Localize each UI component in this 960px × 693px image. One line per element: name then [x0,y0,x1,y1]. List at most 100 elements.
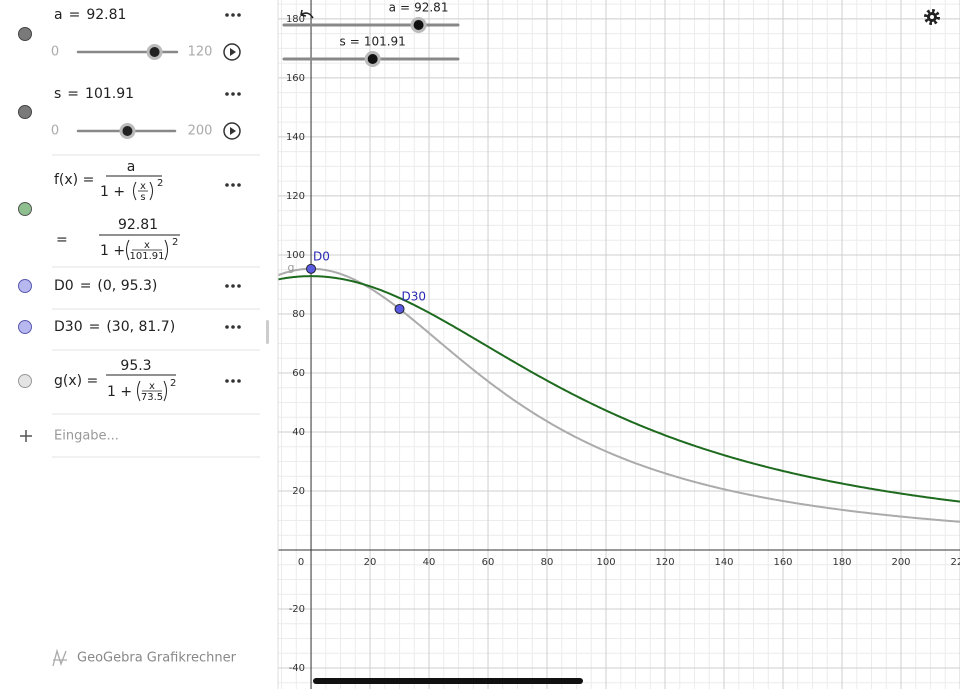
y-tick-label: -40 [289,663,305,674]
equals-sign: = [69,7,81,23]
x-tick-label: 60 [482,557,495,568]
inner-numerator: x [149,381,155,392]
more-menu-dot[interactable] [237,183,241,187]
slider-max: 200 [188,124,213,139]
slider-knob[interactable] [122,126,133,136]
numerator: a [127,159,136,175]
parentheses [137,380,167,402]
graph-slider-name: s [339,35,345,49]
y-tick-label: 80 [292,309,305,320]
graph-slider-knob[interactable] [413,20,424,30]
denominator-text: 1 + [107,384,132,400]
more-menu-dot[interactable] [231,183,235,187]
visibility-toggle[interactable] [18,320,32,334]
more-menu-dot[interactable] [237,284,241,288]
more-menu-dot[interactable] [225,13,229,17]
home-indicator [313,678,583,684]
inner-denominator: 73.5 [141,392,163,403]
point-coords: (30, 81.7) [106,319,175,335]
parentheses [126,239,168,261]
x-tick-label: 180 [832,557,851,568]
undo-button[interactable] [300,9,314,19]
equals-sign: = [67,86,79,102]
x-tick-label: 40 [423,557,436,568]
slider-knob[interactable] [149,47,160,57]
resize-handle[interactable] [266,320,269,344]
equals-sign: = [89,319,101,335]
function-f-curve [278,275,960,503]
settings-gear[interactable] [924,9,940,25]
more-menu-dot[interactable] [225,92,229,96]
more-menu-dot[interactable] [225,284,229,288]
numerator: 95.3 [120,358,151,374]
y-tick-label: -20 [289,604,305,615]
visibility-toggle[interactable] [18,279,32,293]
more-menu-dot[interactable] [231,13,235,17]
more-menu-dot[interactable] [225,183,229,187]
x-tick-label: 200 [891,557,910,568]
x-tick-label: 100 [596,557,615,568]
y-tick-label: 180 [286,14,305,25]
slider-value: 101.91 [85,86,134,102]
point[interactable] [306,263,317,274]
add-icon[interactable] [20,430,32,442]
slider-name: a [54,7,63,23]
visibility-toggle[interactable] [18,202,32,216]
point[interactable] [394,303,405,314]
visibility-toggle[interactable] [18,105,32,119]
settings-gear-hole [930,15,934,19]
slider-max: 120 [188,45,213,60]
point-label: D0 [313,249,330,263]
graph-slider-value: 101.91 [364,35,406,49]
more-menu-dot[interactable] [237,325,241,329]
y-tick-label: 60 [292,368,305,379]
point-name: D30 [54,319,83,335]
more-menu-dot[interactable] [231,284,235,288]
inner-denominator: 101.91 [130,251,165,262]
denominator-text: 1 + [100,243,125,259]
y-tick-label: 120 [286,191,305,202]
algebra-view: f(x) = a 1 + x s 2 = 92.81 1 + x 101.91 … [18,154,260,667]
x-tick-label: 220 [950,557,960,568]
more-menu-dot[interactable] [225,325,229,329]
equals-sign: = [400,1,410,15]
y-tick-label: 40 [292,427,305,438]
graph-slider-name: a [389,1,396,15]
x-tick-label: 140 [714,557,733,568]
exponent: 2 [170,378,176,389]
function-lhs: g(x) = [54,373,98,389]
more-menu-dot[interactable] [231,92,235,96]
more-menu-dot[interactable] [237,379,241,383]
exponent: 2 [157,178,163,189]
equals-sign: = [56,232,68,248]
play-button[interactable] [223,122,241,140]
graph-slider-value: 92.81 [414,1,448,15]
visibility-toggle[interactable] [18,374,32,388]
graph-slider-knob[interactable] [367,54,378,64]
more-menu-dot[interactable] [231,379,235,383]
slider-min: 0 [51,124,59,139]
visibility-toggle[interactable] [18,27,32,41]
equals-sign: = [80,278,92,294]
more-menu-dot[interactable] [237,92,241,96]
equals-sign: = [350,35,360,49]
inner-denominator: s [140,192,145,203]
function-g-curve [278,267,960,523]
x-tick-label: 120 [655,557,674,568]
more-menu-dot[interactable] [225,379,229,383]
curve-label: g [287,261,294,274]
x-tick-label: 20 [364,557,377,568]
inner-numerator: x [140,181,146,192]
graphics-view[interactable]: 0 20 40 60 80 100 120 140 160 180 200 220 -40 -20 20 40… [278,0,960,689]
play-icon [230,127,236,135]
more-menu-dot[interactable] [231,325,235,329]
more-menu-dot[interactable] [237,13,241,17]
slider-min: 0 [51,45,59,60]
y-tick-label: 140 [286,132,305,143]
play-button[interactable] [223,43,241,61]
x-tick-label: 0 [298,557,304,568]
inner-numerator: x [144,240,150,251]
input-placeholder[interactable]: Eingabe... [54,429,119,444]
exponent: 2 [172,237,178,248]
point-label: D30 [402,289,427,303]
